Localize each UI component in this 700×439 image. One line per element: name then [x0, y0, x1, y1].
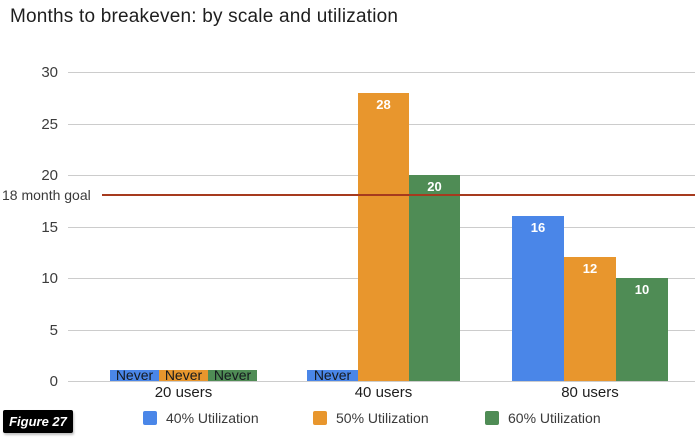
gridline: [68, 381, 695, 382]
y-axis-tick-label: 5: [49, 322, 58, 339]
bar-value-label: 20: [427, 179, 442, 194]
y-axis-tick-label: 20: [41, 167, 58, 184]
bar-20-users-60pct: Never: [208, 367, 257, 383]
bar-value-label: 12: [582, 261, 598, 276]
figure-number-badge: Figure 27: [3, 410, 73, 433]
y-axis-tick-label: 25: [41, 116, 58, 133]
bar-40-users-60pct: 20: [409, 175, 460, 381]
bar-40-users-40pct: Never: [307, 367, 358, 383]
bar-value-label: 16: [530, 220, 546, 235]
bar-value-label: 10: [634, 282, 650, 297]
goal-line: [102, 194, 695, 196]
y-axis-tick-label: 0: [49, 373, 58, 390]
bar-80-users-40pct: 16: [512, 216, 564, 381]
chart-title: Months to breakeven: by scale and utiliz…: [10, 6, 399, 27]
bar-value-label: Never: [164, 367, 203, 383]
bar-80-users-50pct: 12: [564, 257, 616, 381]
y-axis-tick-label: 15: [41, 219, 58, 236]
x-axis-category-label: 40 users: [354, 384, 413, 401]
bar-40-users-50pct: 28: [358, 93, 409, 381]
bar-80-users-60pct: 10: [616, 278, 668, 381]
x-axis-category-label: 20 users: [154, 384, 213, 401]
bar-value-label: Never: [213, 367, 252, 383]
bar-20-users-40pct: Never: [110, 367, 159, 383]
x-axis-category-label: 80 users: [561, 384, 619, 401]
bar-20-users-50pct: Never: [159, 367, 208, 383]
y-axis-tick-label: 10: [41, 270, 58, 287]
gridline: [68, 72, 695, 73]
goal-line-label: 18 month goal: [2, 187, 91, 203]
bar-value-label: Never: [313, 367, 352, 383]
bar-value-label: 28: [376, 97, 391, 112]
y-axis-tick-label: 30: [41, 64, 58, 81]
bar-value-label: Never: [115, 367, 154, 383]
